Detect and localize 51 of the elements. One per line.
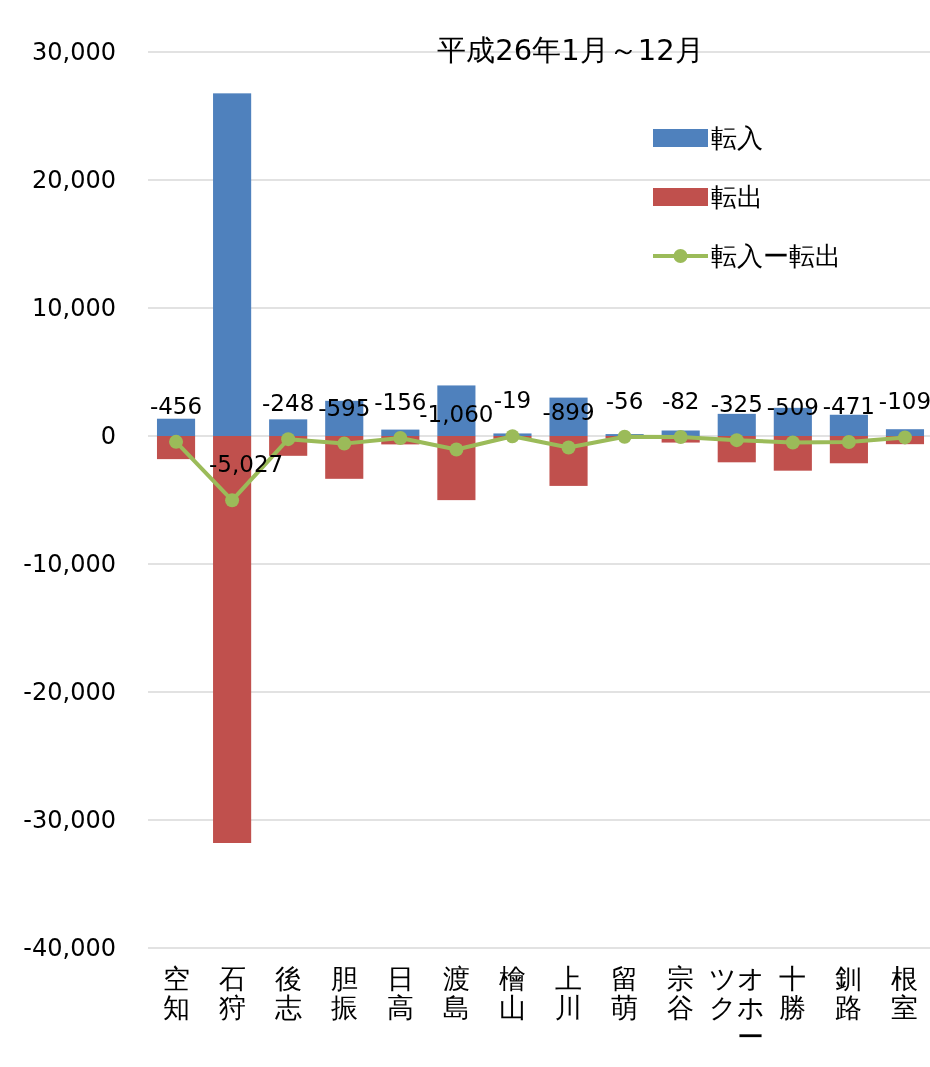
point [393,431,408,445]
x-tick-label: 渡島 [442,963,470,1023]
point [561,440,576,455]
point [729,433,744,448]
bar [213,93,252,436]
y-tick-label: 20,000 [32,166,116,195]
bar [437,436,476,501]
y-tick-label: 0 [100,422,116,451]
y-tick-label: -10,000 [23,550,116,579]
x-tick-label: 胆振 [330,963,358,1023]
x-tick-label: 後志 [274,963,302,1023]
bar [717,413,756,436]
data-label: -248 [262,390,315,417]
point [449,442,464,457]
data-label: -471 [822,393,875,420]
x-tick-label: 日高 [386,963,414,1023]
x-tick-label: オホーツク [708,963,765,1052]
point [785,435,800,450]
y-tick-label: 10,000 [32,294,116,323]
x-tick-label: 空知 [162,963,190,1023]
point [505,429,520,444]
data-label: -456 [149,392,203,419]
y-tick-label: 30,000 [32,38,116,67]
point [617,429,632,444]
point [337,436,352,451]
legend-label: 転出 [711,182,763,213]
point [897,430,912,445]
data-label: -56 [605,387,644,414]
point [673,430,688,445]
data-label: -19 [493,387,532,414]
point [225,493,240,508]
x-tick-label: 根室 [891,963,919,1023]
bar [829,414,868,436]
x-tick-label: 上川 [555,963,583,1023]
data-label: -325 [710,391,763,418]
data-label: -109 [878,388,930,415]
x-tick-label: 宗谷 [667,963,695,1023]
x-tick-label: 檜山 [498,963,526,1023]
x-tick-label: 留萌 [611,963,639,1023]
y-tick-label: -40,000 [23,934,116,963]
y-tick-label: -20,000 [23,678,116,707]
x-tick-label: 石狩 [218,963,246,1023]
legend-label: 転入ー転出 [711,241,841,272]
chart-title: 平成26年1月～12月 [437,33,704,67]
bar [269,419,308,436]
y-tick-label: -30,000 [23,806,116,835]
bar [156,418,196,436]
x-tick-label: 釧路 [835,963,863,1023]
legend-label: 転入 [711,123,763,154]
x-tick-label: 十勝 [779,963,807,1023]
data-label: -82 [661,388,700,415]
